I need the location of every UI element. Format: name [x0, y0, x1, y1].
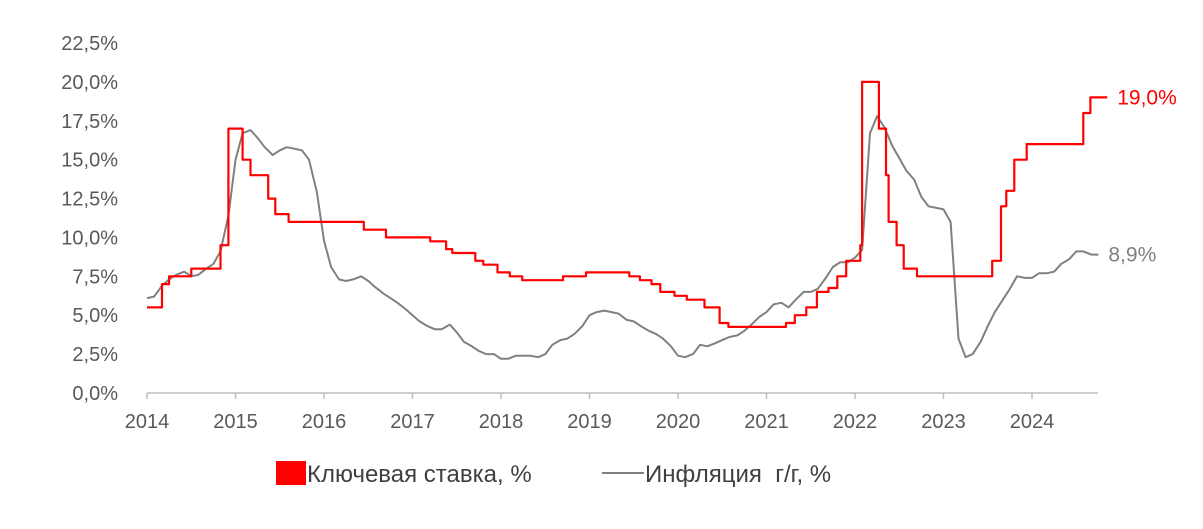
inflation-end-label: 8,9%	[1108, 244, 1156, 267]
x-tick-label: 2018	[479, 411, 524, 433]
end-labels: 19,0% 8,9%	[1108, 86, 1176, 266]
x-tick-label: 2017	[390, 411, 435, 433]
x-tick-label: 2019	[567, 411, 612, 433]
y-tick-label: 2,5%	[72, 344, 118, 366]
y-tick-label: 15,0%	[61, 150, 118, 172]
inflation-line	[146, 115, 1099, 360]
key-rate-line	[147, 80, 1108, 328]
x-tick-label: 2022	[833, 411, 878, 433]
x-tick-label: 2020	[656, 411, 701, 433]
y-axis: 0,0% 2,5% 5,0% 7,5% 10,0% 12,5% 15,0% 17,5% 20,0…	[61, 33, 118, 405]
x-tick-label: 2015	[213, 411, 258, 433]
x-tick-label: 2014	[125, 411, 170, 433]
x-tick-label: 2024	[1010, 411, 1055, 433]
legend-swatch-key-rate	[276, 461, 306, 485]
plot-area	[146, 80, 1108, 360]
y-tick-label: 7,5%	[72, 266, 118, 288]
key-rate-end-label: 19,0%	[1117, 86, 1177, 109]
x-tick-label: 2023	[921, 411, 966, 433]
y-tick-label: 0,0%	[72, 383, 118, 405]
y-tick-label: 10,0%	[61, 227, 118, 249]
legend: Ключевая ставка, % Инфляция г/г, %	[276, 461, 831, 488]
legend-label-inflation: Инфляция г/г, %	[645, 461, 831, 488]
y-tick-label: 5,0%	[72, 305, 118, 327]
x-axis: 2014 2015 2016 2017 2018 2019 2020 2021 2022 2023…	[125, 393, 1055, 433]
legend-label-key-rate: Ключевая ставка, %	[307, 461, 532, 488]
y-tick-label: 22,5%	[61, 33, 118, 55]
x-tick-label: 2021	[744, 411, 789, 433]
y-tick-label: 20,0%	[61, 72, 118, 94]
y-tick-label: 12,5%	[61, 189, 118, 211]
x-tick-label: 2016	[302, 411, 347, 433]
y-tick-label: 17,5%	[61, 111, 118, 133]
